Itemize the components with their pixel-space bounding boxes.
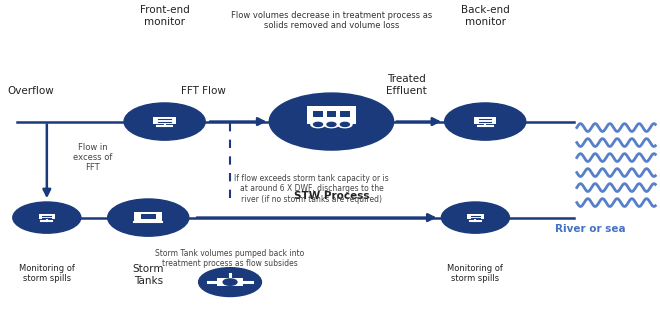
Bar <box>38 214 55 219</box>
Circle shape <box>445 103 526 140</box>
Circle shape <box>324 121 339 128</box>
Bar <box>340 111 350 117</box>
Bar <box>216 278 244 286</box>
Text: Flow in
excess of
FFT: Flow in excess of FFT <box>73 142 112 172</box>
Circle shape <box>124 103 205 140</box>
Text: FFT Flow: FFT Flow <box>182 86 226 96</box>
Bar <box>134 212 162 221</box>
Bar <box>154 117 176 124</box>
Bar <box>327 111 336 117</box>
Text: Treated
Effluent: Treated Effluent <box>386 74 427 96</box>
Bar <box>141 214 156 219</box>
Text: Storm
Tanks: Storm Tanks <box>133 264 164 286</box>
Text: Front-end
monitor: Front-end monitor <box>140 6 189 27</box>
Circle shape <box>327 122 336 126</box>
Circle shape <box>13 202 81 233</box>
Text: STW Process: STW Process <box>294 191 369 201</box>
Circle shape <box>199 268 261 297</box>
Bar <box>467 214 484 219</box>
Circle shape <box>338 121 352 128</box>
Text: Overflow: Overflow <box>7 86 54 96</box>
Text: River or sea: River or sea <box>554 224 625 234</box>
Circle shape <box>442 202 510 233</box>
Circle shape <box>314 122 323 126</box>
Text: Monitoring of
storm spills: Monitoring of storm spills <box>19 264 75 283</box>
Text: If flow exceeds storm tank capacity or is
at around 6 X DWF, discharges to the
r: If flow exceeds storm tank capacity or i… <box>234 174 389 204</box>
Circle shape <box>269 93 393 150</box>
Bar <box>307 106 356 124</box>
Bar <box>474 117 496 124</box>
Bar <box>314 111 323 117</box>
Text: Flow volumes decrease in treatment process as
solids removed and volume loss: Flow volumes decrease in treatment proce… <box>231 11 432 30</box>
Text: Storm Tank volumes pumped back into
treatment process as flow subsides: Storm Tank volumes pumped back into trea… <box>155 249 305 269</box>
Circle shape <box>311 121 325 128</box>
Circle shape <box>341 122 349 126</box>
Circle shape <box>108 199 189 236</box>
Circle shape <box>223 279 237 285</box>
Text: Back-end
monitor: Back-end monitor <box>461 6 510 27</box>
Text: Monitoring of
storm spills: Monitoring of storm spills <box>447 264 504 283</box>
